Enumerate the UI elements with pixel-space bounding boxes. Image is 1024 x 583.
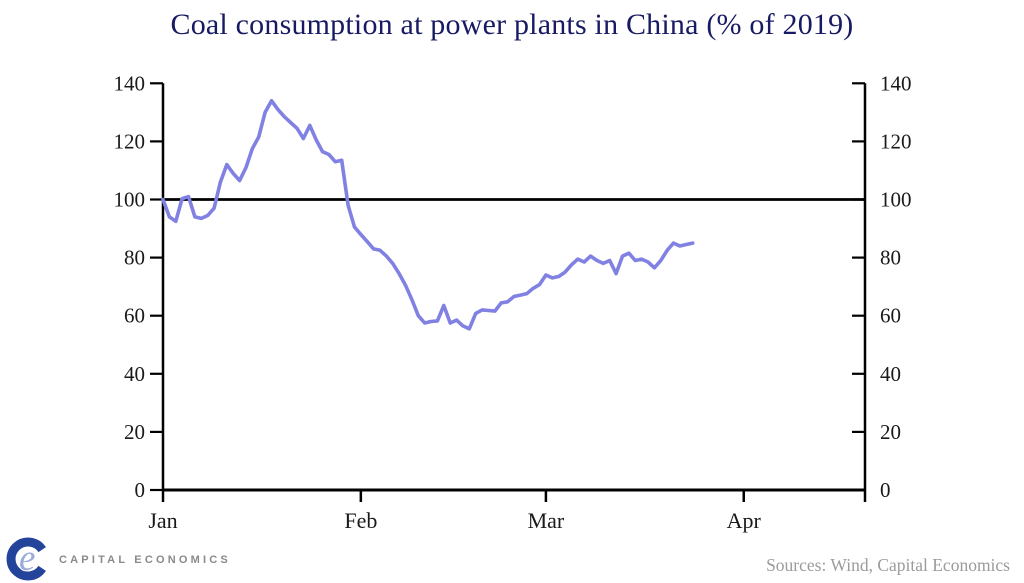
x-axis-label: Jan	[148, 508, 177, 533]
y-axis-label-left: 40	[124, 362, 145, 386]
y-axis-label-left: 100	[114, 188, 146, 212]
y-axis-label-left: 60	[124, 304, 145, 328]
y-axis-label-right: 60	[880, 304, 901, 328]
y-axis-label-right: 40	[880, 362, 901, 386]
y-axis-label-left: 20	[124, 420, 145, 444]
logo-wordmark: CAPITAL ECONOMICS	[59, 554, 231, 566]
y-axis-label-left: 120	[114, 129, 146, 153]
y-axis-label-right: 120	[880, 129, 912, 153]
x-axis-label: Apr	[727, 508, 762, 533]
y-axis-label-left: 0	[135, 478, 146, 502]
y-axis-label-right: 100	[880, 188, 912, 212]
y-axis-label-right: 80	[880, 246, 901, 270]
x-axis-label: Feb	[344, 508, 377, 533]
y-axis-label-right: 140	[880, 71, 912, 95]
series-line	[161, 98, 695, 331]
sources-note: Sources: Wind, Capital Economics	[766, 555, 1010, 575]
x-axis-label: Mar	[528, 508, 565, 533]
y-axis-label-left: 140	[114, 71, 146, 95]
logo-c-shape	[6, 537, 46, 581]
logo-c-icon: e	[6, 537, 46, 581]
capital-economics-logo: e CAPITAL ECONOMICS	[4, 537, 231, 581]
y-axis-label-left: 80	[124, 246, 145, 270]
logo-e-glyph: e	[19, 538, 35, 579]
y-axis-label-right: 20	[880, 420, 901, 444]
chart-title: Coal consumption at power plants in Chin…	[170, 8, 854, 41]
y-axis-label-right: 0	[880, 478, 891, 502]
